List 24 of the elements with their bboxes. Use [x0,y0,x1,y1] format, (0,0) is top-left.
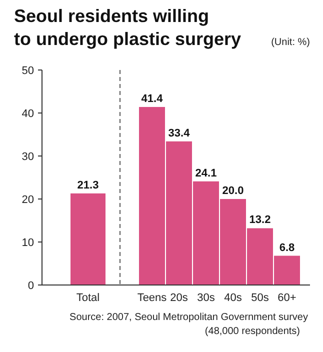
data-label: 41.4 [141,92,164,105]
text: (48,000 respondents) [204,326,300,337]
x-tick-label: 50s [251,292,270,304]
x-tick-label: 20s [170,292,188,304]
chart-subtitle: (Unit: %) [271,37,310,48]
x-tick-label: Total [76,292,100,304]
y-tick-label: 40 [22,108,34,120]
data-label: 20.0 [222,185,244,197]
data-label: 24.1 [195,167,217,180]
data-label: 21.3 [77,179,99,192]
data-label: 13.2 [249,214,271,226]
chart-title: Seoul residents willing to undergo plastic surgery [14,6,242,49]
y-tick-label: 30 [22,151,34,163]
y-tick-label: 20 [22,194,34,206]
x-tick-label: 40s [224,292,242,304]
source-note: Source: 2007, Seoul Metropolitan Government survey [70,312,308,323]
x-tick-label: 60+ [278,292,296,304]
x-tick-label: 30s [197,292,216,304]
x-tick-label: Teens [137,292,168,304]
y-tick-label: 50 [22,65,34,77]
y-tick-label: 10 [22,237,34,249]
y-tick-label: 0 [28,280,34,292]
data-label: 33.4 [168,127,191,140]
data-label: 6.8 [279,242,295,254]
